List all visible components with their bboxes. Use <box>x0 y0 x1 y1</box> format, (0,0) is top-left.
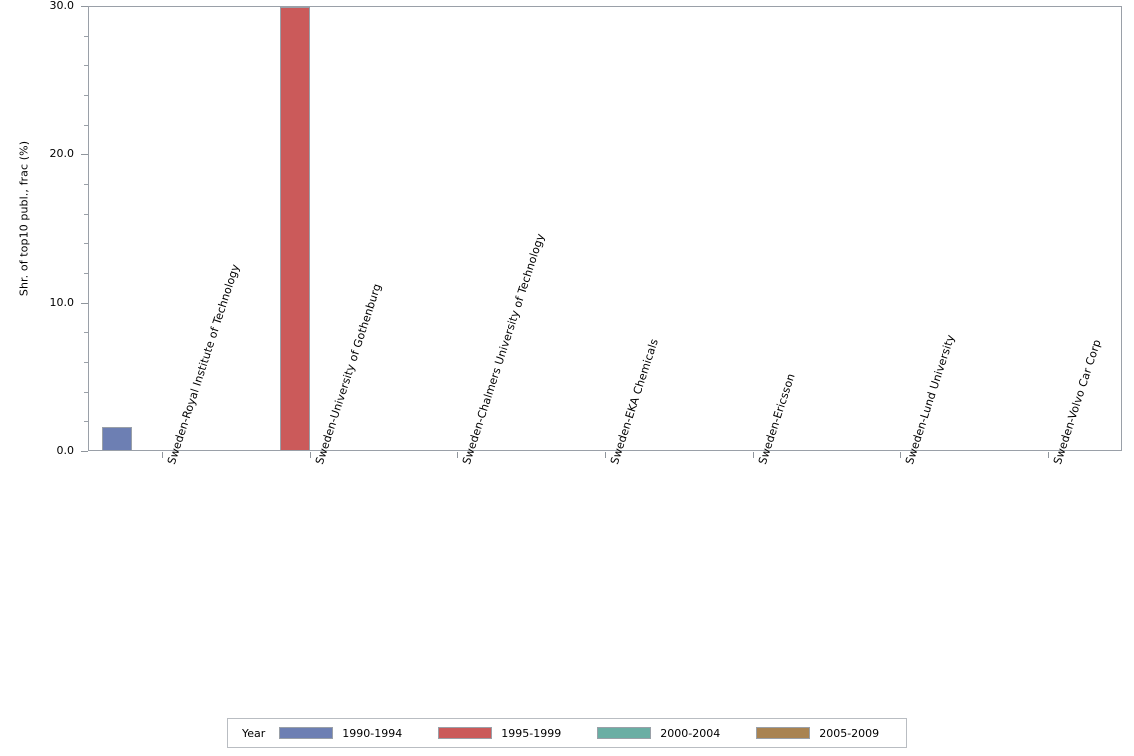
y-minor-tick-mark <box>84 332 88 334</box>
plot-area <box>88 6 1122 451</box>
chart-legend[interactable]: Year 1990-1994 1995-1999 2000-2004 2005-200… <box>227 718 907 748</box>
legend-label: 2005-2009 <box>819 726 880 740</box>
x-tick-mark <box>162 452 163 458</box>
y-minor-tick-mark <box>84 124 88 126</box>
legend-entry[interactable]: 1995-1999 <box>438 727 597 740</box>
y-tick-label: 10.0 <box>49 295 75 309</box>
x-tick-mark <box>605 452 606 458</box>
bar <box>101 427 132 451</box>
y-minor-tick-mark <box>84 184 88 185</box>
y-minor-tick-mark <box>84 391 88 393</box>
legend-swatch <box>756 727 811 739</box>
y-minor-tick-mark <box>84 421 88 423</box>
y-tick-mark <box>81 154 88 156</box>
legend-entry[interactable]: 1990-1994 <box>279 727 438 740</box>
y-minor-tick-mark <box>84 95 88 96</box>
legend-label: 1995-1999 <box>501 726 562 740</box>
x-tick-mark <box>1048 452 1049 458</box>
legend-entry[interactable]: 2005-2009 <box>756 727 879 740</box>
x-tick-mark <box>753 452 754 458</box>
legend-entry[interactable]: 2000-2004 <box>597 727 756 740</box>
x-tick-mark <box>900 452 901 458</box>
y-tick-label: 0.0 <box>56 444 75 457</box>
legend-title: Year <box>242 726 266 740</box>
y-tick-label: 30.0 <box>49 0 75 12</box>
y-minor-tick-mark <box>84 243 88 245</box>
legend-swatch <box>279 727 334 739</box>
y-tick-label: 20.0 <box>49 147 75 161</box>
legend-swatch <box>438 727 493 739</box>
x-tick-mark <box>310 452 311 458</box>
y-tick-mark <box>81 302 88 304</box>
y-tick-mark <box>81 6 88 7</box>
legend-swatch <box>597 727 652 739</box>
y-minor-tick-mark <box>84 35 88 37</box>
legend-label: 2000-2004 <box>660 726 721 740</box>
bar <box>279 7 310 451</box>
y-minor-tick-mark <box>84 273 88 274</box>
legend-label: 1990-1994 <box>342 726 403 740</box>
x-tick-mark <box>457 452 458 458</box>
y-minor-tick-mark <box>84 65 88 67</box>
y-minor-tick-mark <box>84 213 88 215</box>
y-minor-tick-mark <box>84 362 88 363</box>
y-tick-mark <box>81 451 88 452</box>
